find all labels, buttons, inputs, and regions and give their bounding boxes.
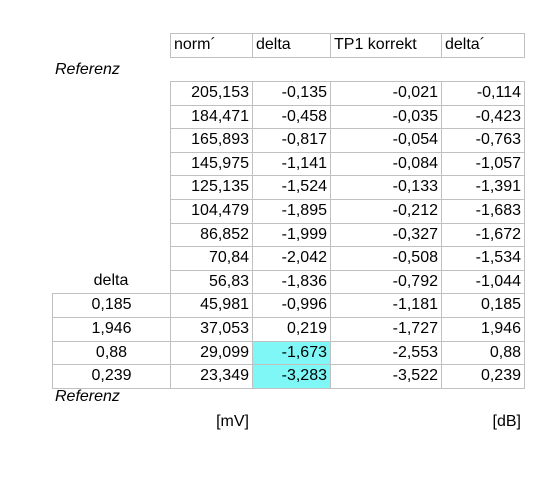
value-cell: -0,114 [441, 81, 525, 106]
value-cell: -0,135 [252, 81, 331, 106]
value-cell: -3,283 [252, 364, 331, 389]
unit-label: [dB] [492, 413, 521, 430]
header-cell: TP1 korrekt [330, 33, 442, 58]
value-cell: 0,219 [252, 317, 331, 342]
value-cell: -1,391 [441, 175, 525, 200]
left-cell: 1,946 [52, 317, 171, 342]
value-cell: 125,135 [170, 175, 253, 200]
unit-label: [mV] [216, 413, 249, 430]
value-cell: -0,054 [330, 128, 442, 153]
value-cell: -1,836 [252, 269, 331, 295]
value-cell: -0,508 [330, 246, 442, 271]
left-cell: 0,239 [52, 364, 171, 389]
value-cell: 0,239 [441, 364, 525, 389]
value-cell: -1,534 [441, 246, 525, 271]
value-cell: -1,141 [252, 151, 331, 177]
value-cell: -1,999 [252, 222, 331, 248]
value-cell: -0,133 [330, 175, 442, 200]
value-cell: -0,212 [330, 199, 442, 224]
value-cell: -1,895 [252, 199, 331, 224]
value-cell: -1,044 [441, 269, 525, 295]
value-cell: 70,84 [170, 246, 253, 271]
header-cell: delta [252, 33, 331, 58]
value-cell: -0,996 [252, 293, 331, 318]
value-cell: -1,672 [441, 222, 525, 248]
value-cell: 205,153 [170, 81, 253, 106]
left-cell: 0,88 [52, 340, 171, 366]
value-cell: -0,021 [330, 81, 442, 106]
value-cell: 29,099 [170, 340, 253, 366]
header-cell: delta´ [441, 33, 525, 58]
value-cell: -1,673 [252, 340, 331, 366]
value-cell: 165,893 [170, 128, 253, 153]
left-label: delta [93, 271, 129, 289]
label-referenz: Referenz [55, 388, 120, 405]
header-cell: norm´ [170, 33, 253, 58]
value-cell: 45,981 [170, 293, 253, 318]
value-cell: 145,975 [170, 151, 253, 177]
value-cell: -0,458 [252, 104, 331, 130]
label-referenz: Referenz [55, 61, 120, 78]
value-cell: 86,852 [170, 222, 253, 248]
value-cell: -0,084 [330, 151, 442, 177]
value-cell: -0,763 [441, 128, 525, 153]
value-cell: 0,185 [441, 293, 525, 318]
value-cell: -1,727 [330, 317, 442, 342]
value-cell: -1,524 [252, 175, 331, 200]
value-cell: -1,683 [441, 199, 525, 224]
value-cell: 184,471 [170, 104, 253, 130]
value-cell: -0,423 [441, 104, 525, 130]
value-cell: -0,792 [330, 269, 442, 295]
value-cell: -0,035 [330, 104, 442, 130]
value-cell: -1,057 [441, 151, 525, 177]
left-cell: 0,185 [52, 293, 171, 318]
value-cell: 104,479 [170, 199, 253, 224]
value-cell: -2,042 [252, 246, 331, 271]
value-cell: 56,83 [170, 269, 253, 295]
value-cell: -0,327 [330, 222, 442, 248]
value-cell: -1,181 [330, 293, 442, 318]
value-cell: 0,88 [441, 340, 525, 366]
value-cell: -3,522 [330, 364, 442, 389]
value-cell: 23,349 [170, 364, 253, 389]
value-cell: 1,946 [441, 317, 525, 342]
value-cell: -2,553 [330, 340, 442, 366]
value-cell: -0,817 [252, 128, 331, 153]
value-cell: 37,053 [170, 317, 253, 342]
